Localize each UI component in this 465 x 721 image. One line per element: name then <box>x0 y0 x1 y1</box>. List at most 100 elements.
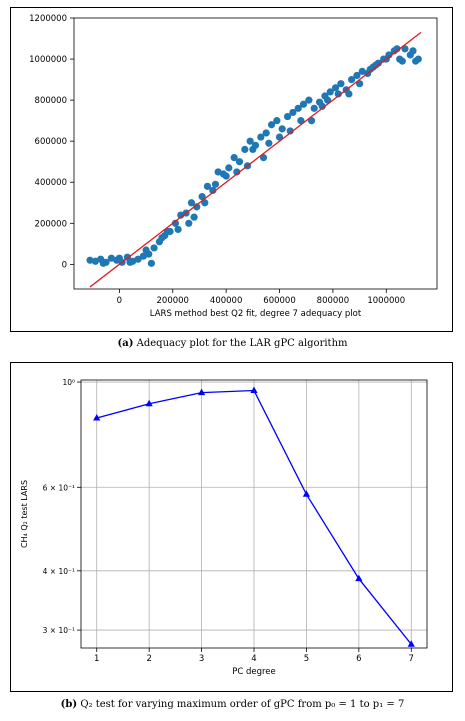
data-point <box>331 84 340 92</box>
data-point <box>158 234 166 242</box>
data-point <box>393 45 401 53</box>
data-point <box>171 219 180 227</box>
x-tick-label: 6 <box>356 654 361 664</box>
x-axis-label: PC degree <box>232 667 276 677</box>
data-point <box>233 168 241 176</box>
x-tick-label: 5 <box>304 654 309 664</box>
data-point <box>187 199 196 207</box>
data-point <box>267 121 276 129</box>
data-point <box>246 137 254 145</box>
figure-b-panel: 1 2 3 4 5 6 7 10⁰ 6 × 10⁻¹ 4 × 10⁻¹ 3 × 10⁻¹ PC deg… <box>10 362 453 692</box>
data-point <box>147 259 156 267</box>
x-tick-label: 0 <box>117 296 122 306</box>
data-point <box>265 139 273 147</box>
y-tick-label: 1000000 <box>29 55 67 65</box>
figure-a-caption-label: (a) <box>117 338 134 349</box>
data-point <box>99 259 107 267</box>
figure-a-caption: (a) Adequacy plot for the LAR gPC algori… <box>0 338 465 349</box>
data-point <box>318 102 326 110</box>
x-tick-label: 600000 <box>263 296 295 306</box>
data-point <box>249 145 257 153</box>
data-point <box>307 117 316 125</box>
data-point <box>203 182 212 190</box>
data-point <box>259 154 268 162</box>
data-point <box>345 90 353 98</box>
x-tick-label: 1000000 <box>367 296 405 306</box>
figure-b-caption-label: (b) <box>60 699 78 710</box>
y-tick-label: 10⁰ <box>62 378 75 387</box>
data-point <box>273 117 281 125</box>
data-point <box>305 96 313 104</box>
plot-area-frame <box>73 17 438 290</box>
data-point <box>297 117 305 125</box>
figure-a-caption-text: Adequacy plot for the LAR gPC algorithm <box>136 338 348 349</box>
data-point <box>310 104 318 112</box>
ideal-fit-line <box>89 31 422 288</box>
adequacy-scatter-chart: 0 200000 400000 600000 800000 1000000 0 200000 4… <box>29 14 438 319</box>
data-point <box>286 127 294 135</box>
data-point <box>326 88 334 96</box>
data-point <box>278 125 286 133</box>
data-point <box>230 154 238 162</box>
x-axis-label: LARS method best Q2 fit, degree 7 adequa… <box>150 309 362 319</box>
data-point <box>222 172 230 180</box>
x-tick-label: 400000 <box>210 296 242 306</box>
figure-b-caption-text: Q₂ test for varying maximum order of gPC… <box>80 699 405 710</box>
data-point <box>174 225 182 234</box>
data-point <box>289 108 297 117</box>
data-point <box>201 199 209 207</box>
data-point <box>353 71 361 80</box>
y-axis-label: CH₄ Q₂ test LARS <box>20 480 29 548</box>
x-tick-label: 3 <box>199 654 204 664</box>
data-point <box>262 129 270 137</box>
x-tick-label: 7 <box>409 654 414 664</box>
y-tick-label: 600000 <box>35 137 67 147</box>
triangle-marker <box>93 413 101 421</box>
data-point <box>409 47 417 55</box>
data-point <box>323 96 332 104</box>
data-point <box>347 75 356 84</box>
y-tick-label: 800000 <box>35 96 67 106</box>
figure-b-caption: (b) Q₂ test for varying maximum order of… <box>0 699 465 710</box>
triangle-marker <box>145 399 153 407</box>
data-point <box>257 133 265 141</box>
q2-test-line-chart: 1 2 3 4 5 6 7 10⁰ 6 × 10⁻¹ 4 × 10⁻¹ 3 × 10⁻¹ PC deg… <box>20 378 428 677</box>
data-point <box>193 203 201 211</box>
data-point <box>211 180 220 188</box>
data-point <box>142 246 150 254</box>
data-point <box>134 255 142 263</box>
data-point <box>372 61 380 69</box>
triangle-marker <box>250 386 258 393</box>
data-point <box>86 256 94 264</box>
data-point <box>294 104 302 112</box>
data-point <box>225 164 233 172</box>
data-point <box>334 90 342 98</box>
data-point <box>398 57 406 65</box>
data-point <box>185 219 193 227</box>
triangle-marker <box>302 490 311 497</box>
data-point <box>275 133 284 141</box>
x-tick-label: 1 <box>94 654 99 664</box>
data-point <box>198 193 206 201</box>
y-tick-label: 4 × 10⁻¹ <box>43 567 75 576</box>
y-tick-label: 400000 <box>35 178 67 188</box>
x-tick-label: 4 <box>251 654 256 664</box>
x-tick-label: 2 <box>146 654 151 664</box>
y-tick-label: 6 × 10⁻¹ <box>43 483 75 492</box>
data-point <box>126 258 134 266</box>
triangle-marker <box>197 388 206 396</box>
data-point <box>241 145 249 153</box>
data-point <box>163 227 172 236</box>
x-tick-label: 800000 <box>317 296 349 306</box>
y-tick-label: 3 × 10⁻¹ <box>43 626 75 635</box>
data-point <box>190 213 198 221</box>
y-tick-label: 200000 <box>35 219 67 229</box>
x-tick-label: 200000 <box>157 296 189 306</box>
figure-a-panel: 0 200000 400000 600000 800000 1000000 0 200000 4… <box>10 7 453 332</box>
data-point <box>401 45 409 53</box>
triangle-marker <box>407 640 415 647</box>
data-point <box>283 112 292 121</box>
data-point <box>337 80 345 88</box>
triangle-marker <box>355 574 363 582</box>
data-point <box>414 55 422 63</box>
